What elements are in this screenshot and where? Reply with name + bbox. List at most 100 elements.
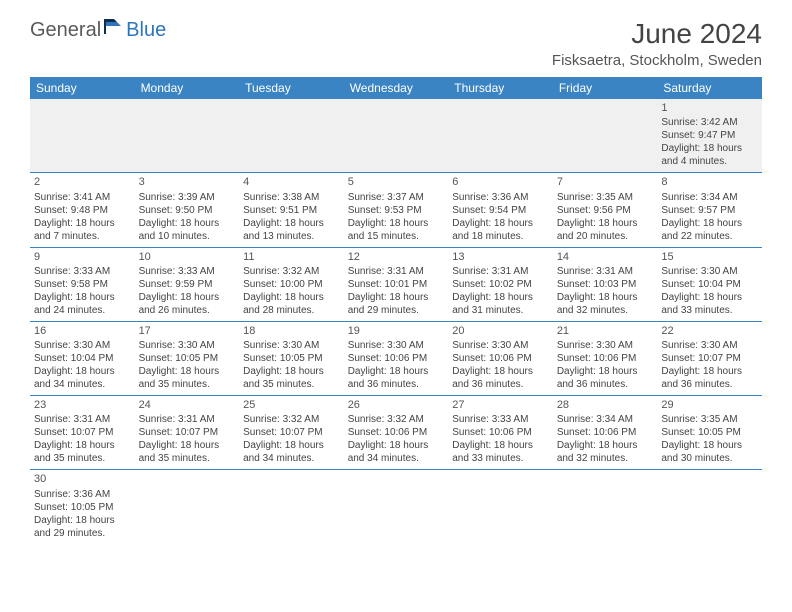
cell-line-sr: Sunrise: 3:42 AM bbox=[661, 116, 758, 129]
cell-line-sr: Sunrise: 3:31 AM bbox=[34, 413, 131, 426]
calendar-cell: 25Sunrise: 3:32 AMSunset: 10:07 PMDaylig… bbox=[239, 396, 344, 470]
cell-line-d1: Daylight: 18 hours bbox=[34, 291, 131, 304]
calendar-cell bbox=[135, 99, 240, 173]
calendar-cell: 10Sunrise: 3:33 AMSunset: 9:59 PMDayligh… bbox=[135, 247, 240, 321]
calendar-cell bbox=[448, 470, 553, 544]
cell-line-d1: Daylight: 18 hours bbox=[348, 291, 445, 304]
cell-line-d2: and 10 minutes. bbox=[139, 230, 236, 243]
cell-line-sr: Sunrise: 3:33 AM bbox=[34, 265, 131, 278]
day-number: 28 bbox=[557, 398, 654, 412]
cell-line-d1: Daylight: 18 hours bbox=[452, 439, 549, 452]
cell-line-d2: and 35 minutes. bbox=[34, 452, 131, 465]
cell-line-d2: and 4 minutes. bbox=[661, 155, 758, 168]
cell-line-sr: Sunrise: 3:34 AM bbox=[661, 191, 758, 204]
cell-line-d2: and 36 minutes. bbox=[557, 378, 654, 391]
page-header: General Blue June 2024 Fisksaetra, Stock… bbox=[30, 18, 762, 69]
cell-line-d2: and 35 minutes. bbox=[139, 452, 236, 465]
cell-line-ss: Sunset: 10:06 PM bbox=[348, 352, 445, 365]
cell-line-ss: Sunset: 10:06 PM bbox=[452, 352, 549, 365]
cell-line-d1: Daylight: 18 hours bbox=[557, 291, 654, 304]
calendar-cell: 20Sunrise: 3:30 AMSunset: 10:06 PMDaylig… bbox=[448, 321, 553, 395]
cell-line-d2: and 36 minutes. bbox=[661, 378, 758, 391]
day-number: 16 bbox=[34, 324, 131, 338]
calendar-cell: 18Sunrise: 3:30 AMSunset: 10:05 PMDaylig… bbox=[239, 321, 344, 395]
cell-line-d1: Daylight: 18 hours bbox=[661, 365, 758, 378]
day-header: Tuesday bbox=[239, 77, 344, 99]
cell-line-d1: Daylight: 18 hours bbox=[139, 439, 236, 452]
cell-line-d2: and 28 minutes. bbox=[243, 304, 340, 317]
brand-logo: General Blue bbox=[30, 18, 166, 42]
day-number: 10 bbox=[139, 250, 236, 264]
cell-line-ss: Sunset: 9:50 PM bbox=[139, 204, 236, 217]
day-number: 19 bbox=[348, 324, 445, 338]
day-number: 1 bbox=[661, 101, 758, 115]
flag-icon bbox=[103, 18, 125, 42]
cell-line-d1: Daylight: 18 hours bbox=[452, 217, 549, 230]
calendar-cell: 7Sunrise: 3:35 AMSunset: 9:56 PMDaylight… bbox=[553, 173, 658, 247]
location-text: Fisksaetra, Stockholm, Sweden bbox=[552, 52, 762, 69]
cell-line-sr: Sunrise: 3:31 AM bbox=[139, 413, 236, 426]
day-number: 20 bbox=[452, 324, 549, 338]
calendar-cell: 6Sunrise: 3:36 AMSunset: 9:54 PMDaylight… bbox=[448, 173, 553, 247]
calendar-week: 16 Sunrise: 3:30 AM Sunset: 10:04 PM Daylig… bbox=[30, 321, 762, 395]
day-number: 7 bbox=[557, 175, 654, 189]
cell-line-ss: Sunset: 10:05 PM bbox=[661, 426, 758, 439]
cell-line-ss: Sunset: 10:06 PM bbox=[557, 352, 654, 365]
cell-line-d1: Daylight: 18 hours bbox=[661, 217, 758, 230]
title-block: June 2024 Fisksaetra, Stockholm, Sweden bbox=[552, 18, 762, 69]
day-number: 18 bbox=[243, 324, 340, 338]
calendar-cell bbox=[135, 470, 240, 544]
day-header: Saturday bbox=[657, 77, 762, 99]
cell-line-sr: Sunrise: 3:36 AM bbox=[34, 488, 131, 501]
calendar-week: 1Sunrise: 3:42 AMSunset: 9:47 PMDaylight… bbox=[30, 99, 762, 173]
cell-line-sr: Sunrise: 3:33 AM bbox=[139, 265, 236, 278]
day-number: 9 bbox=[34, 250, 131, 264]
day-number: 22 bbox=[661, 324, 758, 338]
cell-line-ss: Sunset: 10:04 PM bbox=[34, 352, 131, 365]
cell-line-d2: and 36 minutes. bbox=[348, 378, 445, 391]
cell-line-d1: Daylight: 18 hours bbox=[243, 217, 340, 230]
cell-line-d1: Daylight: 18 hours bbox=[139, 291, 236, 304]
cell-line-sr: Sunrise: 3:37 AM bbox=[348, 191, 445, 204]
cell-line-d2: and 29 minutes. bbox=[348, 304, 445, 317]
calendar-cell bbox=[344, 99, 449, 173]
cell-line-d1: Daylight: 18 hours bbox=[557, 365, 654, 378]
day-number: 25 bbox=[243, 398, 340, 412]
cell-line-sr: Sunrise: 3:31 AM bbox=[452, 265, 549, 278]
day-header: Friday bbox=[553, 77, 658, 99]
calendar-cell: 28Sunrise: 3:34 AMSunset: 10:06 PMDaylig… bbox=[553, 396, 658, 470]
day-number: 4 bbox=[243, 175, 340, 189]
cell-line-sr: Sunrise: 3:31 AM bbox=[348, 265, 445, 278]
cell-line-sr: Sunrise: 3:33 AM bbox=[452, 413, 549, 426]
calendar-cell: 9Sunrise: 3:33 AMSunset: 9:58 PMDaylight… bbox=[30, 247, 135, 321]
cell-line-ss: Sunset: 10:06 PM bbox=[452, 426, 549, 439]
calendar-week: 23Sunrise: 3:31 AMSunset: 10:07 PMDaylig… bbox=[30, 396, 762, 470]
calendar-cell: 24Sunrise: 3:31 AMSunset: 10:07 PMDaylig… bbox=[135, 396, 240, 470]
cell-line-d1: Daylight: 18 hours bbox=[557, 439, 654, 452]
cell-line-d2: and 32 minutes. bbox=[557, 304, 654, 317]
cell-line-ss: Sunset: 10:05 PM bbox=[139, 352, 236, 365]
cell-line-ss: Sunset: 10:01 PM bbox=[348, 278, 445, 291]
cell-line-sr: Sunrise: 3:31 AM bbox=[557, 265, 654, 278]
cell-line-d2: and 33 minutes. bbox=[661, 304, 758, 317]
day-header: Thursday bbox=[448, 77, 553, 99]
calendar-cell: 19Sunrise: 3:30 AMSunset: 10:06 PMDaylig… bbox=[344, 321, 449, 395]
cell-line-ss: Sunset: 9:57 PM bbox=[661, 204, 758, 217]
calendar-cell: 26Sunrise: 3:32 AMSunset: 10:06 PMDaylig… bbox=[344, 396, 449, 470]
cell-line-ss: Sunset: 10:05 PM bbox=[243, 352, 340, 365]
calendar-cell bbox=[553, 99, 658, 173]
cell-line-d1: Daylight: 18 hours bbox=[661, 439, 758, 452]
cell-line-ss: Sunset: 9:58 PM bbox=[34, 278, 131, 291]
calendar-table: SundayMondayTuesdayWednesdayThursdayFrid… bbox=[30, 77, 762, 544]
cell-line-d2: and 18 minutes. bbox=[452, 230, 549, 243]
brand-text-blue: Blue bbox=[126, 19, 166, 42]
cell-line-d1: Daylight: 18 hours bbox=[34, 439, 131, 452]
cell-line-ss: Sunset: 10:05 PM bbox=[34, 501, 131, 514]
cell-line-sr: Sunrise: 3:30 AM bbox=[661, 339, 758, 352]
day-number: 24 bbox=[139, 398, 236, 412]
day-number: 26 bbox=[348, 398, 445, 412]
cell-line-sr: Sunrise: 3:30 AM bbox=[452, 339, 549, 352]
calendar-cell: 27Sunrise: 3:33 AMSunset: 10:06 PMDaylig… bbox=[448, 396, 553, 470]
calendar-cell: 17Sunrise: 3:30 AMSunset: 10:05 PMDaylig… bbox=[135, 321, 240, 395]
cell-line-d1: Daylight: 18 hours bbox=[661, 142, 758, 155]
